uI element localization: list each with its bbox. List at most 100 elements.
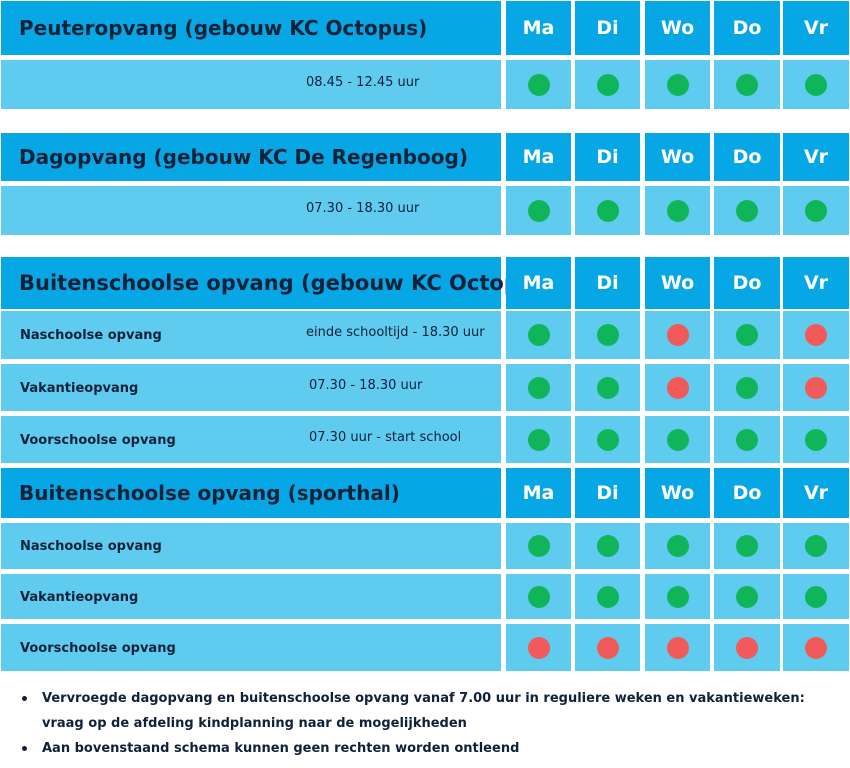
status-cell-wo [645,416,710,463]
note-text: Vervroegde dagopvang en buitenschoolse o… [42,691,805,731]
row-label: Vakantieopvang [20,380,139,396]
available-dot-icon [736,428,758,451]
status-cell-vr [783,574,849,619]
schedule-row: Vakantieopvang [1,574,501,619]
status-cell-di [575,60,640,109]
section-header: Buitenschoolse opvang (gebouw KC Octopus… [1,257,556,309]
day-header-wo: Wo [645,257,710,309]
row-time: 07.30 - 18.30 uur [306,200,420,216]
available-dot-icon [666,199,689,222]
unavailable-dot-icon [736,636,758,659]
row-label: Vakantieopvang [20,589,139,605]
available-dot-icon [527,73,550,96]
day-header-ma: Ma [506,133,571,181]
schedule-row: Naschoolse opvang [1,523,501,569]
available-dot-icon [596,324,619,346]
day-header-vr: Vr [783,468,849,518]
status-cell-di [575,416,640,463]
available-dot-icon [805,428,827,451]
schedule-row: Naschoolse opvang einde schooltijd - 18.3… [1,311,501,359]
available-dot-icon [736,535,758,557]
row-time: 07.30 - 18.30 uur [309,377,423,393]
day-header-di: Di [575,468,640,518]
available-dot-icon [805,199,827,222]
row-time: 08.45 - 12.45 uur [306,74,420,90]
status-cell-ma [506,574,571,619]
available-dot-icon [527,585,550,608]
available-dot-icon [527,376,550,399]
available-dot-icon [736,324,758,346]
available-dot-icon [527,324,550,346]
available-dot-icon [596,376,619,399]
available-dot-icon [596,73,619,96]
schedule-row: Voorschoolse opvang [1,624,501,671]
row-time: 07.30 uur - start school [309,429,462,445]
status-cell-wo [645,364,710,411]
day-header-vr: Vr [783,257,849,309]
status-cell-wo [645,186,710,235]
day-header-do: Do [714,1,780,55]
unavailable-dot-icon [666,376,689,399]
day-header-ma: Ma [506,257,571,309]
available-dot-icon [527,199,550,222]
status-cell-wo [645,624,710,671]
section-title: Buitenschoolse opvang (gebouw KC Octopus… [19,271,556,295]
section-header: Peuteropvang (gebouw KC Octopus) [1,1,501,55]
status-cell-do [714,416,780,463]
available-dot-icon [596,428,619,451]
day-header-ma: Ma [506,468,571,518]
unavailable-dot-icon [805,376,827,399]
day-header-di: Di [575,133,640,181]
day-header-vr: Vr [783,133,849,181]
available-dot-icon [666,73,689,96]
schedule-row: 08.45 - 12.45 uur [1,60,501,109]
row-label: Naschoolse opvang [20,328,162,343]
note-item: Aan bovenstaand schema kunnen geen recht… [22,736,832,761]
available-dot-icon [805,73,827,96]
status-cell-vr [783,364,849,411]
note-text: Aan bovenstaand schema kunnen geen recht… [42,741,520,756]
bullet-icon [22,696,27,701]
available-dot-icon [805,585,827,608]
status-cell-vr [783,624,849,671]
schedule-row: Vakantieopvang 07.30 - 18.30 uur [1,364,501,411]
status-cell-di [575,186,640,235]
section-header: Dagopvang (gebouw KC De Regenboog) [1,133,501,181]
status-cell-ma [506,311,571,359]
available-dot-icon [805,535,827,557]
notes-list: Vervroegde dagopvang en buitenschoolse o… [22,686,832,761]
status-cell-wo [645,60,710,109]
status-cell-do [714,60,780,109]
row-time: einde schooltijd - 18.30 uur [306,325,485,340]
day-header-di: Di [575,257,640,309]
status-cell-vr [783,416,849,463]
status-cell-do [714,364,780,411]
status-cell-do [714,574,780,619]
available-dot-icon [666,535,689,557]
day-header-do: Do [714,133,780,181]
status-cell-do [714,186,780,235]
unavailable-dot-icon [527,636,550,659]
section-title: Buitenschoolse opvang (sporthal) [19,481,400,505]
available-dot-icon [736,199,758,222]
section-header: Buitenschoolse opvang (sporthal) [1,468,501,518]
status-cell-vr [783,186,849,235]
status-cell-ma [506,364,571,411]
available-dot-icon [527,428,550,451]
unavailable-dot-icon [666,324,689,346]
status-cell-ma [506,624,571,671]
section-title: Dagopvang (gebouw KC De Regenboog) [19,145,468,169]
day-header-wo: Wo [645,133,710,181]
available-dot-icon [596,585,619,608]
available-dot-icon [527,535,550,557]
unavailable-dot-icon [805,324,827,346]
bullet-icon [22,746,27,751]
day-header-di: Di [575,1,640,55]
status-cell-di [575,574,640,619]
status-cell-do [714,624,780,671]
status-cell-di [575,523,640,569]
schedule-row: Voorschoolse opvang 07.30 uur - start sch… [1,416,501,463]
unavailable-dot-icon [596,636,619,659]
available-dot-icon [666,428,689,451]
